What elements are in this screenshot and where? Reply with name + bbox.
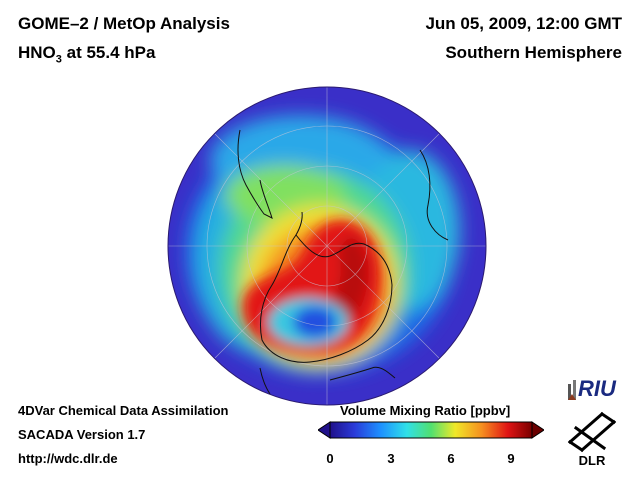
hemisphere-label: Southern Hemisphere (445, 43, 622, 62)
colorbar-tick-6: 6 (447, 451, 455, 466)
footer-version: SACADA Version 1.7 (18, 427, 146, 442)
coastline-antarctica (259, 234, 393, 363)
title-line1: GOME–2 / MetOp Analysis (18, 14, 230, 33)
coastline-new-zealand (259, 367, 271, 395)
colorbar (318, 421, 544, 439)
pressure-level: at 55.4 hPa (61, 43, 156, 62)
species-subscript: 3 (55, 53, 62, 66)
colorbar-over-arrow (531, 421, 544, 439)
globe-outline (167, 86, 487, 406)
datetime-label: Jun 05, 2009, 12:00 GMT (425, 14, 622, 33)
colorbar-under-arrow (318, 421, 331, 439)
coastline-africa (419, 149, 449, 241)
dlr-logo-text: DLR (579, 453, 606, 468)
colorbar-tick-9: 9 (507, 451, 515, 466)
colorbar-tick-0: 0 (326, 451, 334, 466)
coastline-antarctic-peninsula (295, 211, 303, 236)
dlr-logo: DLR (567, 411, 617, 468)
footer-assimilation: 4DVar Chemical Data Assimilation (18, 403, 229, 418)
graticule (168, 87, 486, 405)
field-vortex-core-blue (293, 306, 337, 338)
footer-url: http://wdc.dlr.de (18, 451, 118, 466)
colorbar-title: Volume Mixing Ratio [ppbv] (340, 403, 511, 418)
colorbar-tick-3: 3 (387, 451, 395, 466)
riu-logo-text: RIU (578, 376, 617, 401)
species-name: HNO (18, 43, 56, 62)
colorbar-gradient (329, 421, 533, 439)
coastline-australia (329, 366, 396, 381)
coastline-south-america (237, 129, 273, 219)
species-title: HNO3 at 55.4 hPa (18, 43, 155, 65)
riu-logo: RIU (568, 376, 617, 401)
coastlines (237, 129, 449, 395)
